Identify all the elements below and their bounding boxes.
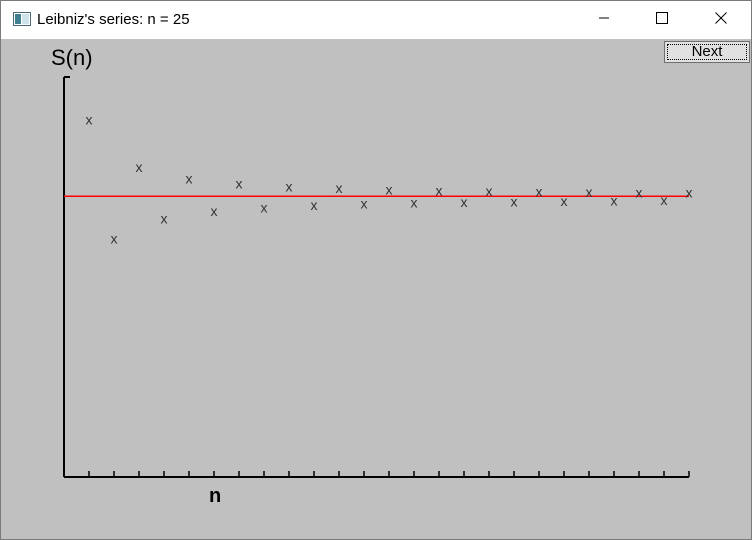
x-axis-label: n (209, 485, 221, 507)
data-point: x (636, 184, 643, 200)
data-point: x (436, 182, 443, 198)
data-point: x (186, 171, 193, 187)
data-point: x (136, 159, 143, 175)
title-bar[interactable]: Leibniz's series: n = 25 (1, 1, 751, 39)
plot-area: S(n) n x x x x x x x x x x x x x x x x x x x x x x x x x (51, 45, 693, 507)
minimize-button[interactable] (581, 1, 627, 39)
data-point: x (661, 192, 668, 208)
data-point: x (386, 181, 393, 197)
maximize-icon (656, 11, 668, 29)
data-point: x (461, 194, 468, 210)
data-point: x (261, 199, 268, 215)
data-point: x (686, 185, 693, 201)
data-point: x (536, 184, 543, 200)
data-point: x (86, 112, 93, 128)
app-icon (13, 12, 31, 26)
y-axis-label: S(n) (51, 45, 93, 70)
data-point: x (286, 178, 293, 194)
data-point: x (586, 184, 593, 200)
data-point: x (561, 193, 568, 209)
data-point: x (211, 203, 218, 219)
data-point: x (111, 231, 118, 247)
data-point: x (336, 180, 343, 196)
data-point: x (511, 193, 518, 209)
data-point: x (311, 197, 318, 213)
minimize-icon (598, 11, 610, 29)
window-title: Leibniz's series: n = 25 (37, 11, 190, 28)
client-area: S(n) n x x x x x x x x x x x x x x x x x x x x x x x x x Next (1, 39, 751, 539)
data-point: x (611, 192, 618, 208)
data-point: x (411, 195, 418, 211)
data-point: x (486, 183, 493, 199)
maximize-button[interactable] (639, 1, 685, 39)
next-button[interactable]: Next (664, 41, 750, 63)
data-point: x (236, 176, 243, 192)
close-button[interactable] (698, 1, 744, 39)
data-point: x (361, 196, 368, 212)
close-icon (715, 11, 727, 29)
data-point: x (161, 210, 168, 226)
